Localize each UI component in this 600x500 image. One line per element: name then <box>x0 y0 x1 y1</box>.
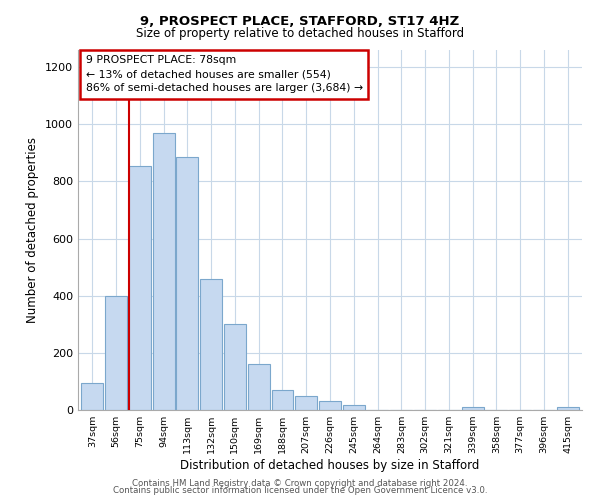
Bar <box>129 166 151 410</box>
Bar <box>105 296 127 410</box>
Bar <box>224 324 246 410</box>
Bar <box>557 407 578 410</box>
Bar <box>82 383 103 410</box>
Bar <box>176 157 198 410</box>
Text: 9, PROSPECT PLACE, STAFFORD, ST17 4HZ: 9, PROSPECT PLACE, STAFFORD, ST17 4HZ <box>140 15 460 28</box>
Bar <box>200 278 222 410</box>
Bar <box>462 407 484 410</box>
Text: Size of property relative to detached houses in Stafford: Size of property relative to detached ho… <box>136 28 464 40</box>
Bar <box>343 405 365 410</box>
Text: Contains public sector information licensed under the Open Government Licence v3: Contains public sector information licen… <box>113 486 487 495</box>
Bar <box>295 396 317 410</box>
Bar <box>272 390 293 410</box>
X-axis label: Distribution of detached houses by size in Stafford: Distribution of detached houses by size … <box>181 459 479 472</box>
Text: 9 PROSPECT PLACE: 78sqm
← 13% of detached houses are smaller (554)
86% of semi-d: 9 PROSPECT PLACE: 78sqm ← 13% of detache… <box>86 56 362 94</box>
Bar <box>152 133 175 410</box>
Bar <box>248 364 269 410</box>
Text: Contains HM Land Registry data © Crown copyright and database right 2024.: Contains HM Land Registry data © Crown c… <box>132 478 468 488</box>
Bar <box>319 401 341 410</box>
Y-axis label: Number of detached properties: Number of detached properties <box>26 137 40 323</box>
